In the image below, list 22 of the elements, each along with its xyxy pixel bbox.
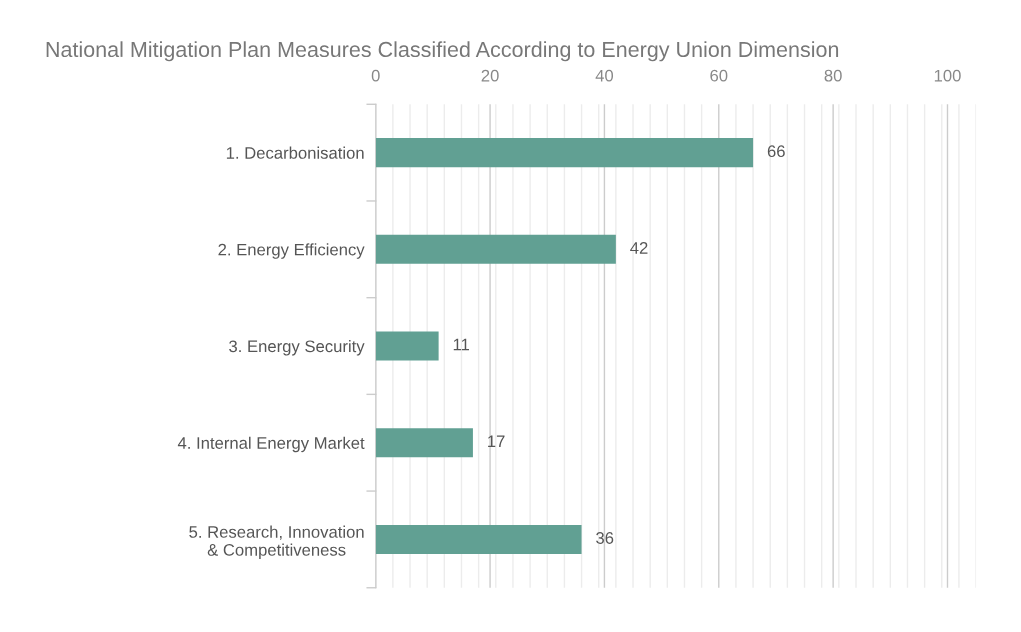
- bar: [375, 428, 473, 458]
- x-tick-label: 60: [710, 69, 728, 82]
- data-label: 66: [767, 145, 785, 158]
- x-tick-label: 40: [595, 69, 614, 82]
- bar: [375, 331, 439, 361]
- bar: [375, 524, 582, 554]
- data-label: 42: [630, 242, 648, 254]
- data-label: 17: [488, 435, 505, 448]
- x-tick-label: 80: [824, 69, 842, 82]
- x-tick-label: 20: [481, 69, 499, 82]
- data-label: 11: [453, 338, 470, 351]
- x-tick-label: 0: [371, 69, 380, 82]
- bar: [375, 234, 616, 264]
- y-tick-label: 4. Internal Energy Market: [177, 436, 365, 453]
- bar: [375, 138, 754, 168]
- y-tick-label: 3. Energy Security: [229, 339, 365, 356]
- y-tick-label: 1. Decarbonisation: [226, 146, 364, 159]
- y-tick-label: 5. Research, Innovation & Competitiveness: [189, 525, 364, 560]
- chart-title: National Mitigation Plan Measures Classified According to Energy Union Dimension: [46, 41, 839, 62]
- y-tick-label: 2. Energy Efficiency: [218, 243, 365, 259]
- x-tick-label: 100: [934, 69, 961, 82]
- data-label: 36: [596, 532, 614, 544]
